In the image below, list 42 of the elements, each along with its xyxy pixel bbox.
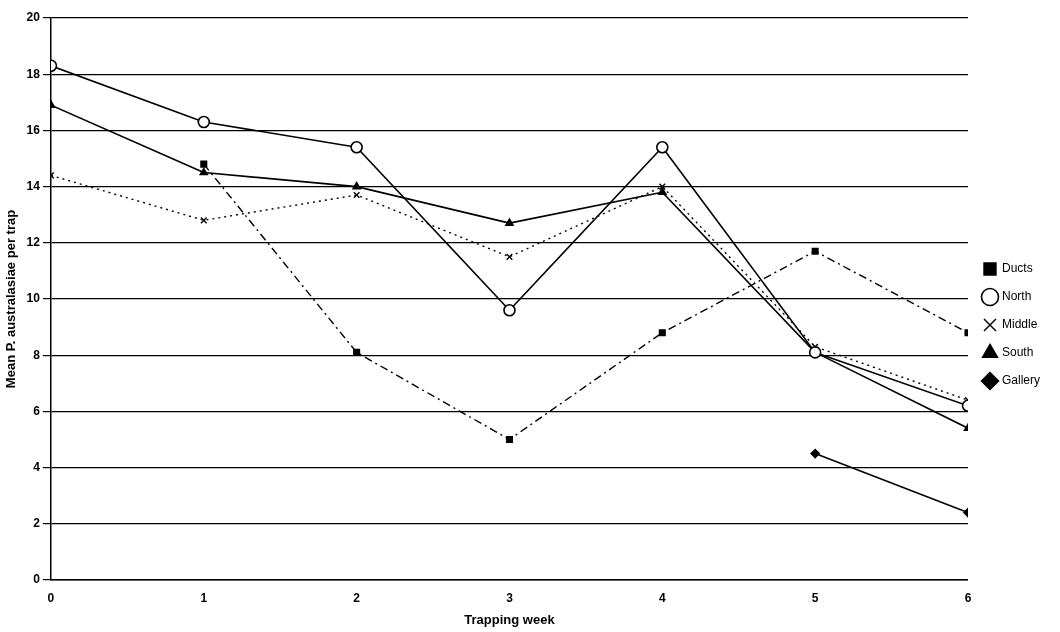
point (197, 115, 211, 129)
x-tick-label: 1 (200, 590, 208, 605)
x-axis-title: Trapping week (464, 611, 556, 627)
y-tick-label: 4 (33, 459, 41, 474)
point (353, 191, 361, 199)
legend-label: North (1001, 289, 1032, 304)
point (199, 167, 209, 176)
legend-label: Ducts (1001, 261, 1033, 276)
y-tick-label: 18 (26, 66, 41, 81)
legend-label: Middle (1001, 317, 1038, 332)
y-axis-title: Mean P. australasiae per trap (3, 209, 19, 389)
x-tick-label: 3 (506, 590, 514, 605)
point (353, 348, 361, 356)
x-tick-label: 5 (811, 590, 819, 605)
point (658, 329, 666, 337)
legend-label: South (1001, 345, 1034, 360)
point (811, 247, 819, 255)
y-tick-label: 12 (26, 235, 41, 250)
x-tick-label: 2 (353, 590, 361, 605)
point (658, 183, 666, 191)
x-tick-label: 6 (964, 590, 972, 605)
y-tick-label: 0 (33, 572, 41, 587)
point (505, 253, 513, 261)
point (350, 140, 363, 154)
y-tick-label: 10 (26, 291, 41, 306)
point (352, 181, 361, 190)
y-tick-label: 20 (26, 10, 41, 25)
y-tick-label: 6 (33, 403, 41, 418)
y-tick-label: 16 (26, 122, 41, 137)
point (505, 218, 514, 226)
point (656, 140, 669, 154)
y-tick-label: 14 (26, 178, 41, 193)
point (200, 160, 208, 168)
y-tick-label: 8 (33, 347, 41, 362)
point (658, 187, 667, 196)
x-tick-label: 0 (47, 590, 55, 605)
point (505, 435, 513, 444)
x-tick-label: 4 (658, 590, 666, 605)
point (503, 303, 516, 317)
point (200, 216, 208, 224)
legend-label: Gallery (1001, 373, 1041, 388)
y-tick-label: 2 (33, 516, 41, 531)
